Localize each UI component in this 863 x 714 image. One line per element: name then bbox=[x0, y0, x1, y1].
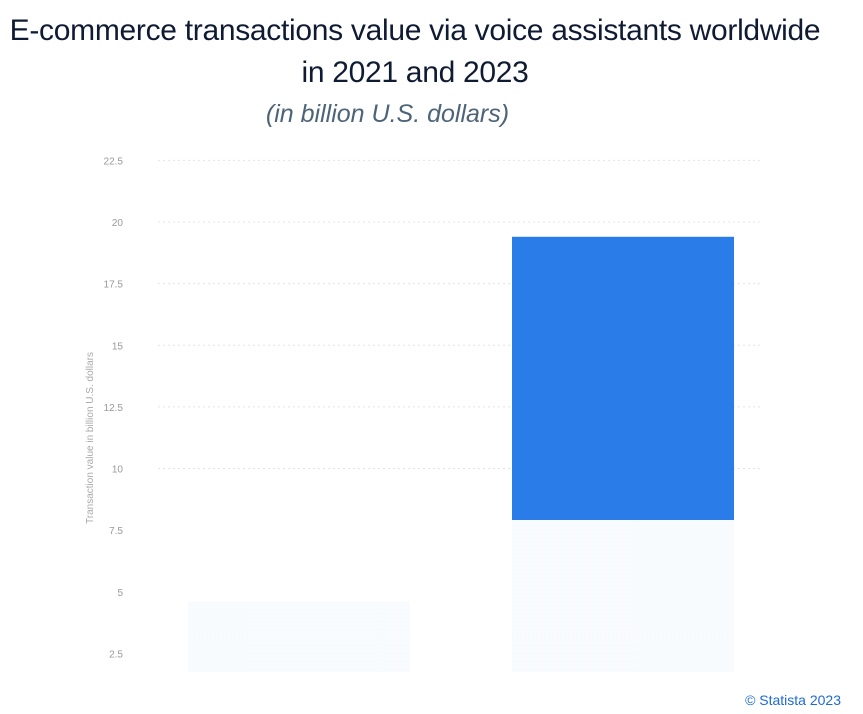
y-tick-label: 5 bbox=[117, 588, 123, 599]
y-tick-label: 17.5 bbox=[104, 280, 124, 291]
y-axis-label: Transaction value in billion U.S. dollar… bbox=[85, 352, 96, 524]
y-tick-label: 10 bbox=[112, 465, 124, 476]
chart-subtitle: (in billion U.S. dollars) bbox=[265, 100, 510, 128]
y-tick-label: 15 bbox=[112, 341, 124, 352]
y-tick-label: 12.5 bbox=[104, 403, 124, 414]
y-tick-label: 2.5 bbox=[109, 649, 123, 660]
chart-title: E-commerce transactions value via voice … bbox=[9, 14, 821, 89]
y-tick-label: 22.5 bbox=[104, 156, 124, 167]
statista-credit[interactable]: © Statista 2023 bbox=[745, 692, 841, 708]
y-tick-label: 7.5 bbox=[109, 526, 123, 537]
bottom-mask bbox=[150, 672, 770, 714]
bottom-fade bbox=[150, 520, 770, 672]
y-tick-label: 20 bbox=[112, 218, 124, 229]
